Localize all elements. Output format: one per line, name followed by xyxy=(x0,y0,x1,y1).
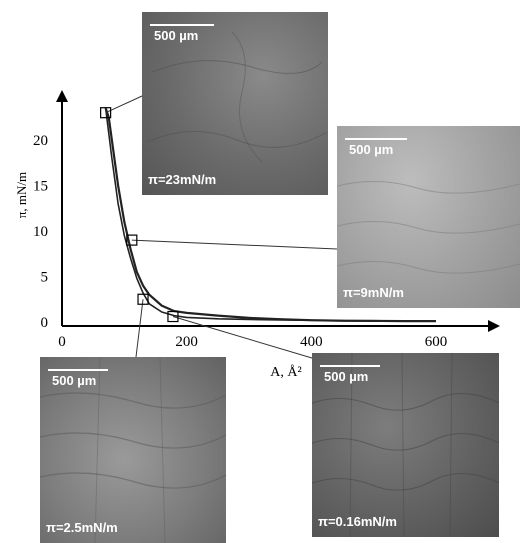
scale-bar xyxy=(345,138,407,140)
marker-square xyxy=(100,107,112,119)
micrograph-23: 500 µm π=23mN/m xyxy=(142,12,328,195)
y-axis-arrow xyxy=(56,90,68,102)
y-tick-label: 5 xyxy=(41,270,49,286)
scale-bar xyxy=(320,365,380,367)
pressure-label: π=23mN/m xyxy=(148,172,217,187)
pressure-label: π=2.5mN/m xyxy=(46,520,118,535)
pressure-label: π=0.16mN/m xyxy=(318,514,397,529)
leader-line xyxy=(131,239,338,250)
marker-square xyxy=(126,234,138,246)
x-axis-arrow xyxy=(488,320,500,332)
tick-group: 0 200 400 600 0 5 10 15 20 xyxy=(33,133,447,350)
y-tick-label: 15 xyxy=(33,179,48,195)
scale-label: 500 µm xyxy=(349,142,394,157)
domain-texture xyxy=(337,181,520,274)
micrograph-2-5: 500 µm π=2.5mN/m xyxy=(40,357,226,543)
x-tick-label: 600 xyxy=(425,334,448,350)
y-tick-label: 20 xyxy=(33,133,48,149)
leader-line xyxy=(172,316,323,362)
y-axis-label: π, mN/m xyxy=(14,172,29,218)
domain-texture xyxy=(146,31,328,163)
x-tick-label: 0 xyxy=(58,334,66,350)
marker-squares xyxy=(100,107,179,323)
axes xyxy=(56,90,500,332)
marker-square xyxy=(167,310,179,323)
scale-label: 500 µm xyxy=(154,28,199,43)
leader-line xyxy=(135,299,144,358)
isotherm-curves xyxy=(104,107,436,323)
isotherm-curve-2 xyxy=(104,108,343,322)
scale-label: 500 µm xyxy=(324,369,369,384)
y-tick-label: 10 xyxy=(33,224,48,240)
leader-line xyxy=(105,95,143,114)
micrograph-9: 500 µm π=9mN/m xyxy=(337,126,520,308)
marker-square xyxy=(137,293,149,305)
pressure-label: π=9mN/m xyxy=(343,285,404,300)
scale-bar xyxy=(150,24,214,26)
x-tick-label: 400 xyxy=(300,334,323,350)
micrograph-0-16: 500 µm π=0.16mN/m xyxy=(312,353,499,537)
x-tick-label: 200 xyxy=(175,334,198,350)
scale-label: 500 µm xyxy=(52,373,97,388)
x-axis-label: A, Å² xyxy=(270,364,301,380)
domain-texture xyxy=(40,357,226,543)
scale-bar xyxy=(48,369,108,371)
leader-lines xyxy=(105,95,338,362)
domain-texture xyxy=(312,353,499,537)
y-tick-label: 0 xyxy=(41,315,49,331)
